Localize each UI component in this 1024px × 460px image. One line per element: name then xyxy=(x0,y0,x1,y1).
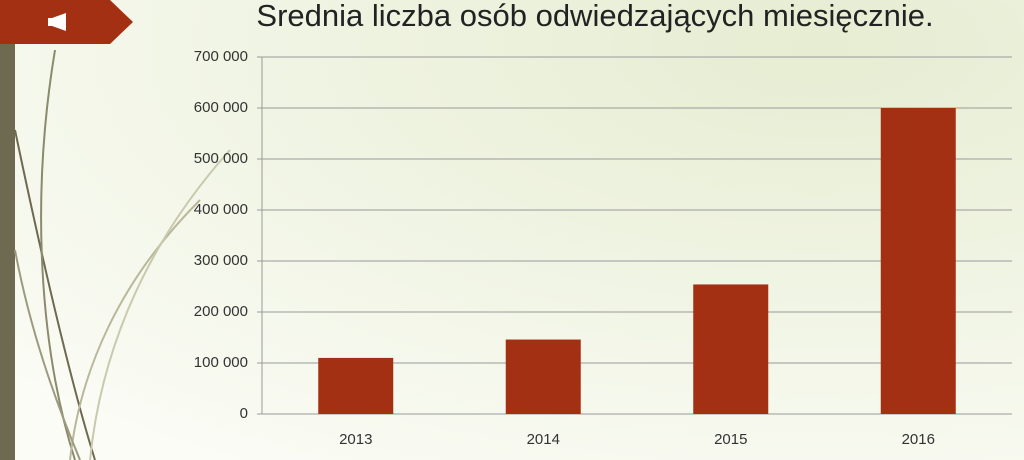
y-tick-label: 300 000 xyxy=(194,252,248,269)
bar xyxy=(505,339,581,414)
title-banner xyxy=(0,0,133,44)
x-tick-label: 2014 xyxy=(527,431,560,448)
bar xyxy=(693,284,769,414)
chart-title: Srednia liczba osób odwiedzających miesi… xyxy=(256,0,933,33)
banner-icon xyxy=(48,13,66,31)
bar xyxy=(880,108,956,414)
y-tick-label: 500 000 xyxy=(194,150,248,167)
y-tick-label: 700 000 xyxy=(194,48,248,65)
y-tick-label: 100 000 xyxy=(194,354,248,371)
y-tick-label: 200 000 xyxy=(194,303,248,320)
y-tick-label: 400 000 xyxy=(194,201,248,218)
y-tick-label: 0 xyxy=(240,405,248,422)
decoration xyxy=(14,49,231,460)
x-tick-label: 2016 xyxy=(902,431,935,448)
y-tick-label: 600 000 xyxy=(194,99,248,116)
x-tick-label: 2015 xyxy=(714,431,747,448)
side-strip xyxy=(0,0,15,460)
x-tick-label: 2013 xyxy=(339,431,372,448)
bar xyxy=(318,357,394,414)
